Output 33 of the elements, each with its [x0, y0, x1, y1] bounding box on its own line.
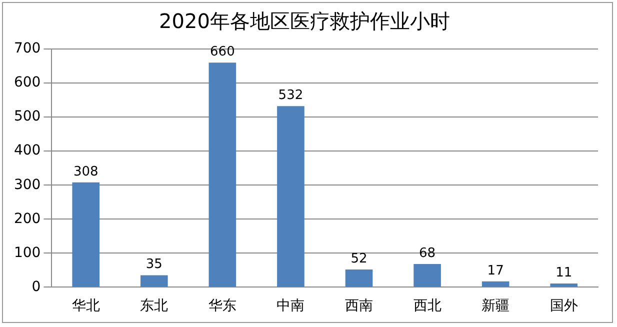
bar: [345, 270, 373, 287]
bar: [72, 182, 100, 287]
bar: [414, 264, 441, 287]
y-tick-label: 700: [14, 40, 41, 57]
x-tick-label: 中南: [276, 298, 305, 314]
x-tick-label: 国外: [550, 298, 578, 314]
y-tick-label: 500: [14, 108, 41, 125]
x-tick-label: 华北: [72, 298, 100, 314]
y-tick-label: 0: [32, 278, 41, 295]
data-label: 17: [487, 263, 504, 278]
data-label: 11: [556, 265, 572, 280]
bar: [208, 62, 236, 287]
data-label: 68: [419, 246, 436, 261]
data-label: 308: [73, 164, 98, 180]
data-label: 52: [350, 251, 368, 266]
data-label: 660: [210, 44, 235, 60]
bar: [277, 106, 304, 287]
y-tick-label: 300: [14, 176, 41, 193]
chart-title: 2020年各地区医疗救护作业小时: [159, 9, 450, 34]
x-tick-label: 东北: [140, 298, 168, 314]
x-tick-label: 西南: [345, 298, 374, 314]
x-tick-label: 西北: [413, 298, 442, 314]
bar: [140, 275, 168, 287]
y-tick-label: 600: [14, 74, 41, 91]
bar: [550, 283, 578, 287]
bar: [482, 281, 510, 287]
x-tick-label: 新疆: [482, 298, 510, 314]
x-tick-label: 华东: [208, 298, 236, 314]
y-tick-label: 100: [14, 244, 41, 261]
y-tick-label: 400: [14, 142, 41, 159]
data-label: 35: [146, 257, 162, 272]
data-label: 532: [278, 88, 304, 104]
y-tick-label: 200: [14, 210, 41, 227]
